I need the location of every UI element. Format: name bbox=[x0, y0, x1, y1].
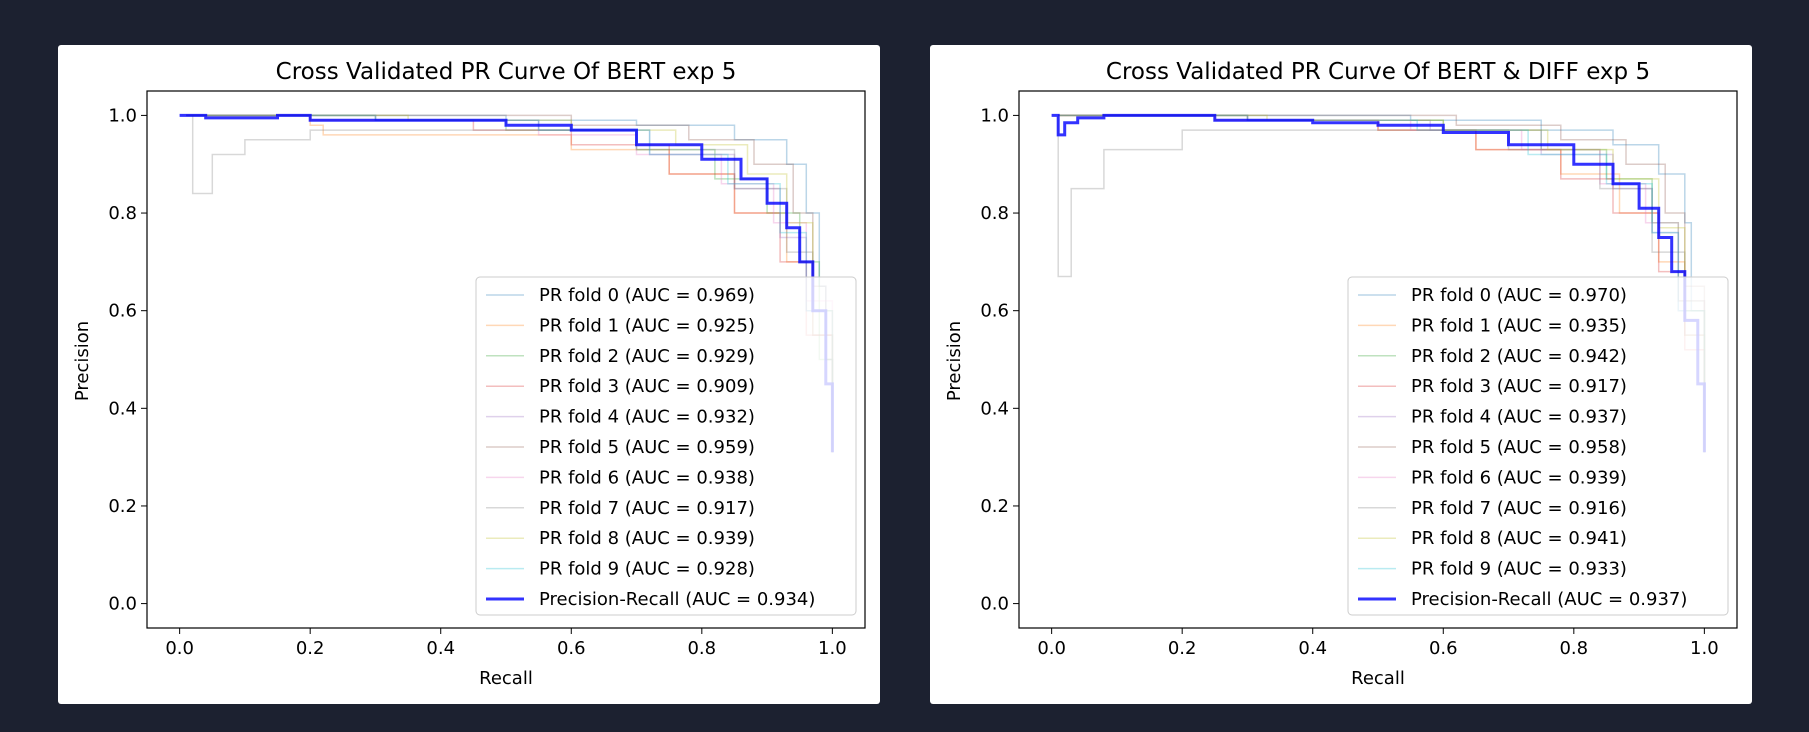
legend-entry: PR fold 2 (AUC = 0.929) bbox=[539, 346, 755, 367]
legend-entry: PR fold 8 (AUC = 0.941) bbox=[1411, 528, 1627, 549]
pr-fold-curve-0 bbox=[1058, 114, 1706, 453]
chart-panel-bert: Cross Validated PR Curve Of BERT exp 5 R… bbox=[58, 45, 880, 704]
y-tick-label: 1.0 bbox=[980, 105, 1009, 126]
y-tick-label: 0.0 bbox=[108, 594, 137, 615]
legend-entry: Precision-Recall (AUC = 0.937) bbox=[1411, 589, 1687, 610]
legend-entry: PR fold 6 (AUC = 0.938) bbox=[539, 467, 755, 488]
legend-entry: PR fold 1 (AUC = 0.925) bbox=[539, 315, 755, 336]
legend-entry: PR fold 9 (AUC = 0.928) bbox=[539, 559, 755, 580]
x-tick-label: 0.8 bbox=[687, 638, 716, 659]
y-tick-label: 0.4 bbox=[108, 398, 137, 419]
legend-entry: PR fold 7 (AUC = 0.916) bbox=[1411, 498, 1627, 519]
plot-area: 0.0 0.2 0.4 0.6 0.8 1.0 0.0 0.2 0.4 0.6 0.8 1.0 PR f… bbox=[980, 90, 1738, 659]
axes-frame bbox=[146, 90, 866, 629]
mean-pr-curve bbox=[179, 113, 834, 453]
legend-entry: PR fold 6 (AUC = 0.939) bbox=[1411, 467, 1627, 488]
x-tick-label: 0.2 bbox=[1168, 638, 1197, 659]
legend-entry: PR fold 5 (AUC = 0.959) bbox=[539, 437, 755, 458]
axes-frame bbox=[1018, 90, 1738, 629]
chart-panel-bert-diff: Cross Validated PR Curve Of BERT & DIFF … bbox=[930, 45, 1752, 704]
legend-entry: PR fold 4 (AUC = 0.937) bbox=[1411, 407, 1627, 428]
x-tick-label: 0.0 bbox=[165, 638, 194, 659]
y-tick-label: 0.0 bbox=[980, 594, 1009, 615]
pr-curve-chart-bert-diff: Cross Validated PR Curve Of BERT & DIFF … bbox=[944, 59, 1738, 689]
y-tick-label: 0.8 bbox=[108, 203, 137, 224]
legend-entry: PR fold 1 (AUC = 0.935) bbox=[1411, 315, 1627, 336]
chart-title: Cross Validated PR Curve Of BERT & DIFF … bbox=[1106, 59, 1650, 85]
y-axis-label: Precision bbox=[72, 321, 93, 401]
x-axis-label: Recall bbox=[1351, 668, 1405, 689]
y-tick-label: 0.8 bbox=[980, 203, 1009, 224]
x-tick-label: 0.6 bbox=[1429, 638, 1458, 659]
y-tick-label: 0.2 bbox=[108, 496, 137, 517]
y-tick-label: 0.4 bbox=[980, 398, 1009, 419]
legend-entry: PR fold 3 (AUC = 0.909) bbox=[539, 376, 755, 397]
legend-entry: PR fold 2 (AUC = 0.942) bbox=[1411, 346, 1627, 367]
pr-curve-chart-bert: Cross Validated PR Curve Of BERT exp 5 R… bbox=[72, 59, 866, 689]
y-tick-label: 0.6 bbox=[108, 301, 137, 322]
x-tick-label: 0.4 bbox=[1298, 638, 1327, 659]
legend-entry: PR fold 3 (AUC = 0.917) bbox=[1411, 376, 1627, 397]
x-tick-label: 1.0 bbox=[818, 638, 847, 659]
legend-entry: PR fold 7 (AUC = 0.917) bbox=[539, 498, 755, 519]
x-axis-label: Recall bbox=[479, 668, 533, 689]
y-tick-label: 0.6 bbox=[980, 301, 1009, 322]
legend-entry: PR fold 4 (AUC = 0.932) bbox=[539, 407, 755, 428]
legend-entry: PR fold 0 (AUC = 0.969) bbox=[539, 285, 755, 306]
x-tick-label: 0.2 bbox=[296, 638, 325, 659]
legend bbox=[1347, 276, 1729, 616]
plot-area: 0.0 0.2 0.4 0.6 0.8 1.0 0.0 0.2 0.4 0.6 0.8 1.0 PR f… bbox=[108, 90, 866, 659]
x-tick-label: 0.6 bbox=[557, 638, 586, 659]
x-tick-label: 0.4 bbox=[426, 638, 455, 659]
y-tick-label: 1.0 bbox=[108, 105, 137, 126]
pr-fold-curve-7 bbox=[1057, 115, 1706, 453]
mean-pr-curve bbox=[1051, 113, 1706, 453]
y-tick-label: 0.2 bbox=[980, 496, 1009, 517]
x-tick-label: 0.8 bbox=[1559, 638, 1588, 659]
y-axis-label: Precision bbox=[944, 321, 965, 401]
legend-entry: PR fold 0 (AUC = 0.970) bbox=[1411, 285, 1627, 306]
legend-entry: Precision-Recall (AUC = 0.934) bbox=[539, 589, 815, 610]
legend bbox=[475, 276, 857, 616]
x-tick-label: 1.0 bbox=[1690, 638, 1719, 659]
x-tick-label: 0.0 bbox=[1037, 638, 1066, 659]
legend-entry: PR fold 5 (AUC = 0.958) bbox=[1411, 437, 1627, 458]
legend-entry: PR fold 8 (AUC = 0.939) bbox=[539, 528, 755, 549]
chart-title: Cross Validated PR Curve Of BERT exp 5 bbox=[276, 59, 737, 85]
legend-entry: PR fold 9 (AUC = 0.933) bbox=[1411, 559, 1627, 580]
